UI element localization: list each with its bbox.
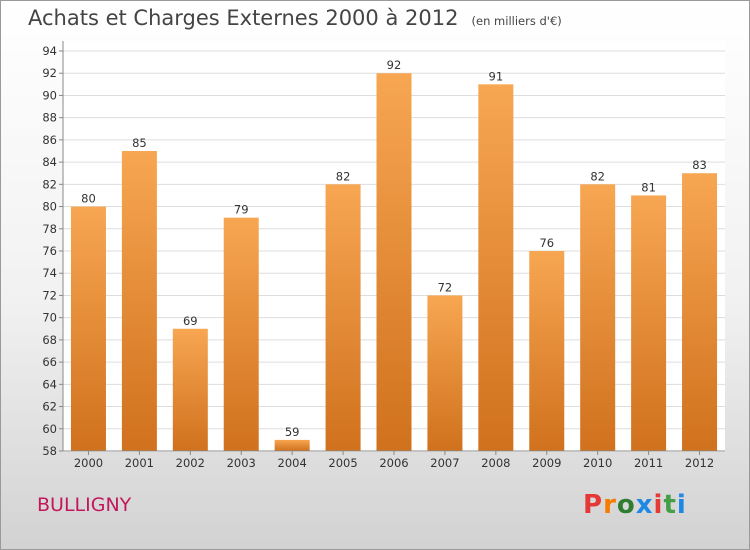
logo-letter: o xyxy=(616,490,636,520)
bar xyxy=(70,206,106,451)
logo-letter: r xyxy=(603,490,617,520)
logo-letter: P xyxy=(583,490,604,520)
bar xyxy=(427,295,463,451)
x-tick-label: 2005 xyxy=(328,456,357,470)
y-tick-label: 74 xyxy=(42,266,57,280)
y-tick-label: 68 xyxy=(42,333,57,347)
y-axis-ticks: 58 60 62 64 66 68 70 72 74 76 78 80 82 84 86 88 90 92 94 xyxy=(42,44,63,458)
bar xyxy=(172,328,208,451)
x-tick-label: 2006 xyxy=(379,456,408,470)
y-tick-label: 90 xyxy=(42,88,57,102)
logo-letter: t xyxy=(663,490,677,520)
y-tick-label: 60 xyxy=(42,422,57,436)
x-tick-label: 2000 xyxy=(74,456,103,470)
x-tick-label: 2012 xyxy=(685,456,714,470)
data-label: 81 xyxy=(641,180,656,194)
x-tick-label: 2009 xyxy=(532,456,561,470)
logo-letter: i xyxy=(676,490,687,520)
y-tick-label: 62 xyxy=(42,400,57,414)
y-tick-label: 76 xyxy=(42,244,57,258)
y-tick-label: 58 xyxy=(42,444,57,458)
x-tick-label: 2003 xyxy=(227,456,256,470)
data-label: 76 xyxy=(539,236,554,250)
x-tick-label: 2002 xyxy=(176,456,205,470)
bar xyxy=(631,195,667,451)
data-label: 79 xyxy=(234,203,249,217)
bar xyxy=(478,84,514,451)
y-tick-label: 64 xyxy=(42,377,57,391)
data-label: 59 xyxy=(285,425,300,439)
data-labels: 80 85 69 79 59 82 92 72 91 76 82 81 83 xyxy=(81,58,707,439)
y-tick-label: 88 xyxy=(42,111,57,125)
town-name: BULLIGNY xyxy=(37,494,132,516)
y-tick-label: 84 xyxy=(42,155,57,169)
bar xyxy=(121,151,157,451)
data-label: 72 xyxy=(438,280,453,294)
y-tick-label: 92 xyxy=(42,66,57,80)
data-label: 91 xyxy=(489,69,504,83)
bar xyxy=(376,73,412,451)
y-tick-label: 66 xyxy=(42,355,57,369)
chart-subtitle: (en milliers d'€) xyxy=(471,14,562,28)
x-axis-ticks: 2000 2001 2002 2003 2004 2005 2006 2007 2008 2009… xyxy=(74,451,714,470)
x-tick-label: 2010 xyxy=(583,456,612,470)
data-label: 69 xyxy=(183,314,198,328)
y-tick-label: 82 xyxy=(42,177,57,191)
y-tick-label: 78 xyxy=(42,222,57,236)
chart-title: Achats et Charges Externes 2000 à 2012 xyxy=(28,6,459,30)
bar xyxy=(529,251,565,451)
bar xyxy=(223,217,259,451)
data-label: 80 xyxy=(81,192,96,206)
x-tick-label: 2008 xyxy=(481,456,510,470)
x-tick-label: 2007 xyxy=(430,456,459,470)
bar xyxy=(325,184,361,452)
bar xyxy=(682,173,718,451)
x-tick-label: 2004 xyxy=(278,456,307,470)
x-tick-label: 2011 xyxy=(634,456,663,470)
y-tick-label: 80 xyxy=(42,200,57,214)
data-label: 82 xyxy=(590,169,605,183)
data-label: 83 xyxy=(692,158,707,172)
data-label: 82 xyxy=(336,169,351,183)
proxiti-logo: Proxiti xyxy=(583,490,687,520)
y-tick-label: 86 xyxy=(42,133,57,147)
data-label: 92 xyxy=(387,58,402,72)
logo-letter: i xyxy=(653,490,664,520)
y-tick-label: 70 xyxy=(42,311,57,325)
y-tick-label: 72 xyxy=(42,288,57,302)
data-label: 85 xyxy=(132,136,147,150)
logo-letter: x xyxy=(635,490,654,520)
y-tick-label: 94 xyxy=(42,44,57,58)
bars xyxy=(70,73,718,452)
bar xyxy=(274,439,310,451)
x-tick-label: 2001 xyxy=(125,456,154,470)
title-block: Achats et Charges Externes 2000 à 2012 (… xyxy=(28,6,562,30)
bar xyxy=(580,184,616,452)
